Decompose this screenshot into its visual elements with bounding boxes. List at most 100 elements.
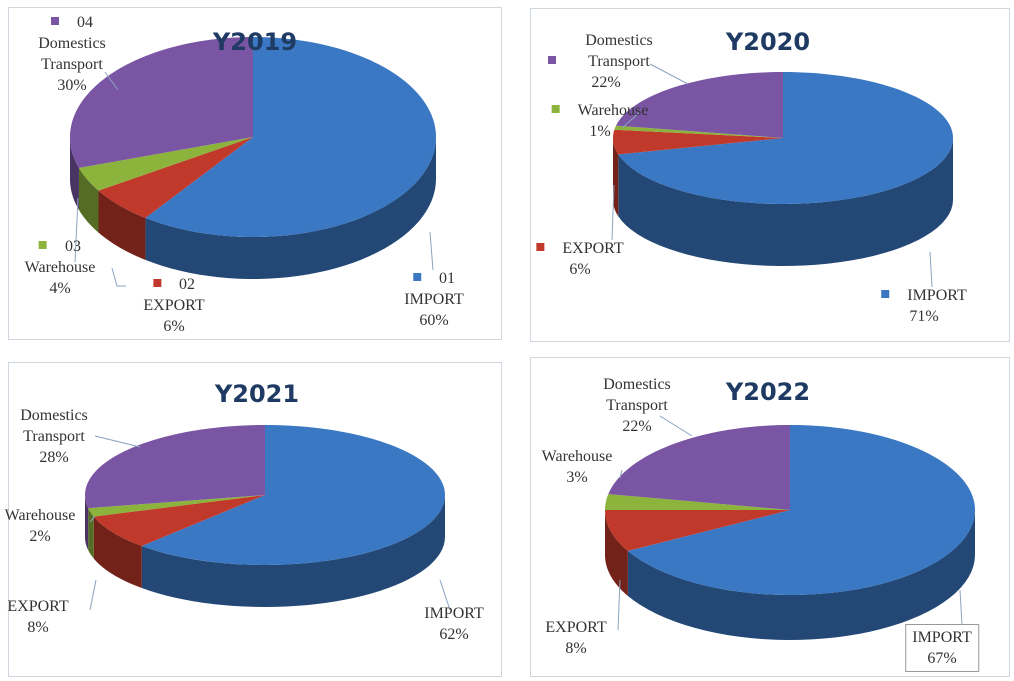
- slice-domestics-Y2022: [608, 425, 790, 510]
- leader-line-import: [439, 579, 451, 611]
- percent-label: 30%: [57, 77, 87, 94]
- data-label-import: 01 IMPORT 60%: [404, 268, 464, 331]
- data-label-domestics: Domestics Transport 22%: [592, 374, 682, 437]
- leader-line-export: [617, 579, 621, 631]
- category-name: IMPORT: [907, 287, 967, 304]
- slice-warehouse-Y2020: [614, 125, 783, 138]
- slice-domestics-Y2019: [70, 37, 253, 168]
- slice-import-Y2020: [618, 72, 953, 204]
- data-label-warehouse: 03 Warehouse 4%: [25, 236, 96, 299]
- data-label-export: EXPORT 8%: [7, 596, 68, 638]
- slice-side-warehouse-Y2021: [88, 508, 94, 559]
- percent-label: 67%: [927, 650, 957, 667]
- slice-side-warehouse-Y2019: [78, 167, 99, 233]
- slice-import-Y2022: [627, 425, 975, 595]
- slice-warehouse-Y2019: [78, 137, 253, 191]
- data-label-import: IMPORT 62%: [424, 603, 484, 645]
- leader-line-warehouse: [621, 111, 641, 129]
- data-label-domestics: 04 Domestics Transport 30%: [27, 12, 117, 96]
- percent-label: 1%: [589, 123, 611, 140]
- percent-label: 71%: [909, 308, 939, 325]
- category-number: 03: [65, 238, 81, 255]
- leader-line-warehouse: [74, 197, 79, 263]
- slice-side-export-Y2021: [93, 516, 142, 589]
- leader-line-import: [429, 231, 434, 271]
- legend-marker: [152, 279, 161, 287]
- percent-label: 6%: [569, 261, 591, 278]
- slice-export-Y2022: [605, 510, 790, 551]
- category-name: EXPORT: [7, 598, 69, 615]
- category-name: Domestics Transport: [603, 376, 671, 414]
- leader-line-export: [89, 579, 97, 611]
- percent-label: 22%: [622, 418, 652, 435]
- category-number: 04: [77, 14, 93, 31]
- percent-label: 28%: [39, 449, 69, 466]
- percent-label: 2%: [29, 528, 51, 545]
- chart-title: Y2022: [725, 378, 811, 406]
- data-label-export: EXPORT 8%: [545, 617, 606, 659]
- slice-export-Y2019: [98, 137, 253, 218]
- category-name: Domestics Transport: [585, 32, 653, 70]
- percent-label: 22%: [591, 74, 621, 91]
- slice-warehouse-Y2021: [88, 495, 265, 517]
- leader-line-domestics: [104, 71, 119, 91]
- legend-marker: [51, 17, 59, 25]
- leader-line-warehouse: [89, 515, 96, 523]
- category-number: 01: [439, 270, 455, 287]
- legend-marker: [551, 105, 560, 113]
- legend-marker: [536, 243, 545, 251]
- slice-domestics-Y2021: [85, 425, 265, 509]
- category-name: Domestics Transport: [38, 35, 106, 73]
- percent-label: 60%: [419, 312, 449, 329]
- data-label-import: IMPORT 67%: [905, 624, 979, 672]
- data-label-domestics: Domestics Transport 22%: [548, 30, 664, 93]
- slice-side-import-Y2020: [618, 138, 953, 266]
- slice-side-import-Y2021: [141, 495, 445, 607]
- chart-title: Y2021: [214, 380, 300, 408]
- category-name: IMPORT: [424, 605, 484, 622]
- slice-side-import-Y2019: [145, 137, 436, 279]
- slice-warehouse-Y2022: [605, 494, 790, 510]
- slice-side-domestics-Y2021: [85, 495, 89, 551]
- legend-marker: [39, 241, 47, 249]
- legend-marker: [548, 56, 556, 64]
- percent-label: 6%: [163, 318, 185, 335]
- category-name: Warehouse: [541, 448, 613, 465]
- category-name: EXPORT: [545, 619, 607, 636]
- leader-line-import: [959, 589, 963, 626]
- percent-label: 62%: [439, 626, 469, 643]
- slice-import-Y2019: [145, 37, 436, 237]
- leader-line-import: [929, 251, 933, 288]
- data-label-export: EXPORT 6%: [536, 238, 624, 280]
- data-label-warehouse: Warehouse 1%: [551, 100, 649, 142]
- percent-label: 4%: [49, 280, 71, 297]
- chart-title: Y2020: [725, 28, 811, 56]
- slice-export-Y2021: [93, 495, 265, 547]
- category-number: 02: [178, 276, 195, 293]
- slice-side-domestics-Y2019: [70, 137, 79, 210]
- category-name: IMPORT: [912, 629, 972, 646]
- chart-title: Y2019: [212, 28, 298, 56]
- data-label-import: IMPORT 71%: [881, 285, 967, 327]
- leader-line-domestics: [94, 435, 141, 448]
- leader-line-export: [611, 184, 615, 241]
- percent-label: 8%: [565, 640, 587, 657]
- percent-label: 3%: [566, 469, 588, 486]
- slice-import-Y2021: [141, 425, 445, 565]
- category-name: EXPORT: [143, 297, 205, 314]
- leader-line-warehouse: [619, 469, 623, 479]
- category-name: EXPORT: [562, 240, 624, 257]
- leader-line-domestics: [659, 415, 693, 437]
- slice-export-Y2020: [613, 129, 783, 155]
- legend-marker: [881, 290, 890, 298]
- category-name: IMPORT: [404, 291, 464, 308]
- slice-domestics-Y2020: [616, 72, 783, 138]
- category-name: Warehouse: [4, 507, 76, 524]
- percent-label: 8%: [27, 619, 49, 636]
- category-name: Warehouse: [577, 102, 649, 119]
- leader-line-export: [111, 267, 126, 287]
- slice-side-export-Y2020: [613, 138, 619, 217]
- leader-line-domestics: [649, 63, 689, 85]
- slice-side-import-Y2022: [627, 510, 975, 640]
